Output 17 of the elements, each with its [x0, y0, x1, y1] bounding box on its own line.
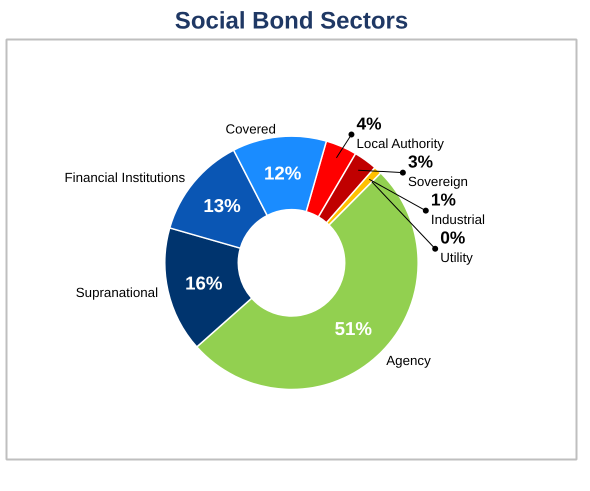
slice-label: Agency — [386, 353, 432, 368]
slice-label: Supranational — [76, 285, 158, 300]
slice-label: Covered — [225, 121, 276, 136]
legend-label: Utility — [440, 250, 474, 265]
slice-label: Local Authority — [356, 136, 444, 151]
data-label: 3% — [408, 151, 433, 172]
data-label: 16% — [185, 272, 223, 294]
data-label: 12% — [264, 162, 302, 184]
chart-title: Social Bond Sectors — [174, 8, 408, 34]
slice-label: Financial Institutions — [64, 170, 186, 185]
data-label: 1% — [430, 189, 456, 210]
data-label: 13% — [203, 195, 242, 216]
data-label: 4% — [356, 113, 382, 134]
data-label: 51% — [334, 318, 372, 339]
slice-label: Sovereign — [408, 174, 468, 189]
slice-label: Industrial — [430, 212, 485, 227]
text: 0% — [440, 227, 466, 248]
